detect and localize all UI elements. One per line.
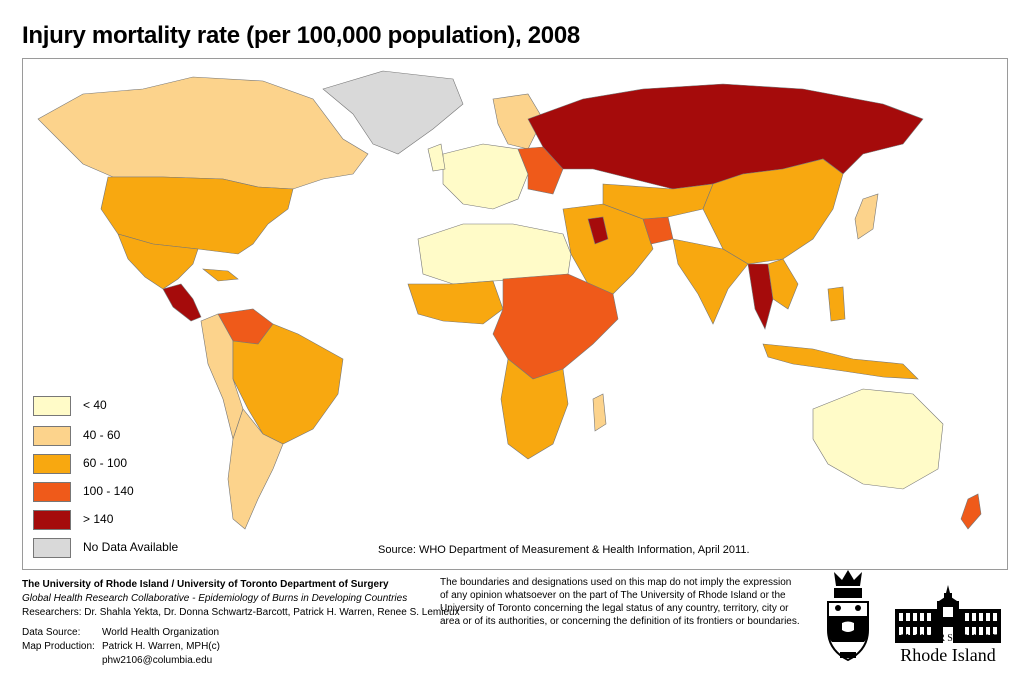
uri-logo-top-text: UNIVERSITY OF (896, 633, 1000, 644)
region-southern-africa (500, 358, 569, 460)
region-brazil (232, 323, 344, 445)
region-indochina (767, 258, 799, 310)
toronto-crest-icon (827, 570, 869, 662)
region-mexico (117, 233, 199, 290)
legend-item-no-data: No Data Available (33, 538, 253, 558)
region-india (672, 238, 749, 325)
world-map (37, 70, 982, 530)
legend-swatch-40-60 (33, 426, 71, 446)
uri-building-icon (895, 585, 1001, 643)
institution-line: The University of Rhode Island / Univers… (22, 579, 389, 590)
map-production-value: Patrick H. Warren, MPH(c) (102, 641, 220, 652)
region-russia (527, 83, 924, 190)
region-uk (427, 143, 446, 172)
region-caribbean (202, 268, 239, 282)
researchers-line: Researchers: Dr. Shahla Yekta, Dr. Donna… (22, 607, 460, 618)
region-iraq (587, 216, 609, 245)
legend-label-40-60: 40 - 60 (83, 428, 121, 442)
legend-item-lt40: < 40 (33, 396, 253, 416)
collaborative-line: Global Health Research Collaborative - E… (22, 593, 408, 604)
legend-label-no-data: No Data Available (83, 540, 179, 554)
region-madagascar (592, 393, 607, 432)
legend-label-100-140: 100 - 140 (83, 484, 134, 498)
legend-label-60-100: 60 - 100 (83, 456, 128, 470)
region-central-america (162, 283, 202, 322)
disclaimer: The boundaries and designations used on … (440, 577, 800, 627)
legend-label-lt40: < 40 (83, 398, 107, 412)
region-canada (37, 76, 369, 190)
region-new-zealand (960, 493, 982, 530)
legend-item-60-100: 60 - 100 (33, 454, 253, 474)
map-frame: < 40 40 - 60 60 - 100 100 - 140 > 140 No… (22, 58, 1008, 570)
region-west-africa (407, 280, 504, 325)
legend-item-100-140: 100 - 140 (33, 482, 253, 502)
region-indonesia (762, 343, 919, 380)
footer-credits: The University of Rhode Island / Univers… (22, 578, 460, 620)
data-source-label: Data Source: (22, 627, 81, 638)
email-value: phw2106@columbia.edu (102, 655, 213, 666)
region-china (702, 158, 844, 265)
region-philippines (827, 286, 846, 322)
legend-swatch-no-data (33, 538, 71, 558)
region-north-africa (417, 223, 572, 285)
region-myanmar (747, 263, 774, 330)
legend-swatch-100-140 (33, 482, 71, 502)
uri-logo-bottom-text: Rhode Island (900, 645, 996, 665)
legend-swatch-lt40 (33, 396, 71, 416)
source-note: Source: WHO Department of Measurement & … (378, 544, 750, 556)
region-argentina (227, 408, 284, 530)
legend-item-gt140: > 140 (33, 510, 253, 530)
legend-swatch-gt140 (33, 510, 71, 530)
region-greenland (322, 70, 464, 155)
region-central-asia (602, 183, 714, 220)
legend-swatch-60-100 (33, 454, 71, 474)
map-title: Injury mortality rate (per 100,000 popul… (22, 22, 580, 49)
data-source-value: World Health Organization (102, 627, 220, 638)
map-production-label: Map Production: (22, 641, 95, 652)
region-japan (854, 193, 879, 240)
legend-label-gt140: > 140 (83, 512, 114, 526)
region-australia (812, 388, 944, 490)
region-western-europe (442, 143, 529, 210)
legend-item-40-60: 40 - 60 (33, 426, 253, 446)
